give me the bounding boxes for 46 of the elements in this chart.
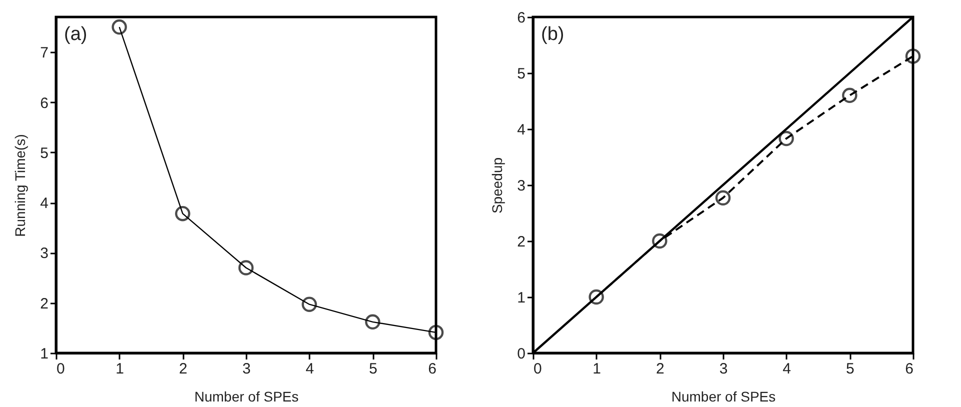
y-tick-label: 6	[40, 94, 48, 112]
point	[652, 233, 668, 249]
x-tick-label: 4	[782, 360, 792, 378]
x-tick-label: 6	[905, 360, 914, 378]
annotation: (a)	[64, 24, 88, 45]
y-tick-label: 2	[517, 234, 526, 250]
y-tick-label: 1	[40, 346, 48, 362]
y-tick-label: 5	[40, 144, 48, 162]
point	[428, 324, 444, 340]
y-tick-label: 3	[40, 245, 48, 262]
x-axis-title: Number of SPEs	[194, 388, 299, 404]
x-tick-label: 1	[116, 360, 124, 378]
point	[905, 48, 921, 64]
y-axis-title: Speedup	[489, 157, 506, 214]
x-tick-label: 0	[534, 360, 542, 378]
point	[588, 289, 604, 305]
x-tick-label: 6	[428, 360, 436, 378]
point	[842, 88, 858, 104]
y-tick-label: 1	[517, 290, 526, 306]
point	[112, 19, 127, 35]
x-tick-label: 3	[242, 360, 251, 378]
point	[238, 260, 254, 276]
x-axis-title: Number of SPEs	[671, 388, 776, 404]
point	[715, 190, 731, 206]
x-tick-label: 4	[306, 360, 314, 378]
y-tick-label: 0	[517, 346, 526, 362]
x-tick-label: 3	[719, 360, 728, 378]
point	[778, 130, 794, 146]
point	[302, 296, 317, 312]
point	[175, 206, 190, 222]
y-tick-label: 5	[517, 66, 526, 82]
x-tick-label: 0	[56, 360, 65, 378]
x-tick-label: 2	[656, 360, 664, 378]
y-tick-label: 3	[517, 178, 526, 194]
annotation: (b)	[541, 24, 564, 45]
y-axis-title: Running Time(s)	[12, 134, 28, 237]
y-tick-label: 6	[517, 10, 526, 26]
x-tick-label: 2	[178, 360, 188, 378]
y-tick-label: 4	[517, 122, 526, 138]
x-tick-label: 5	[368, 360, 378, 378]
y-tick-label: 4	[40, 195, 48, 212]
y-tick-label: 2	[40, 295, 48, 312]
point	[365, 314, 380, 330]
x-tick-label: 1	[592, 360, 602, 378]
y-tick-label: 7	[40, 44, 48, 62]
x-tick-label: 5	[846, 360, 854, 378]
